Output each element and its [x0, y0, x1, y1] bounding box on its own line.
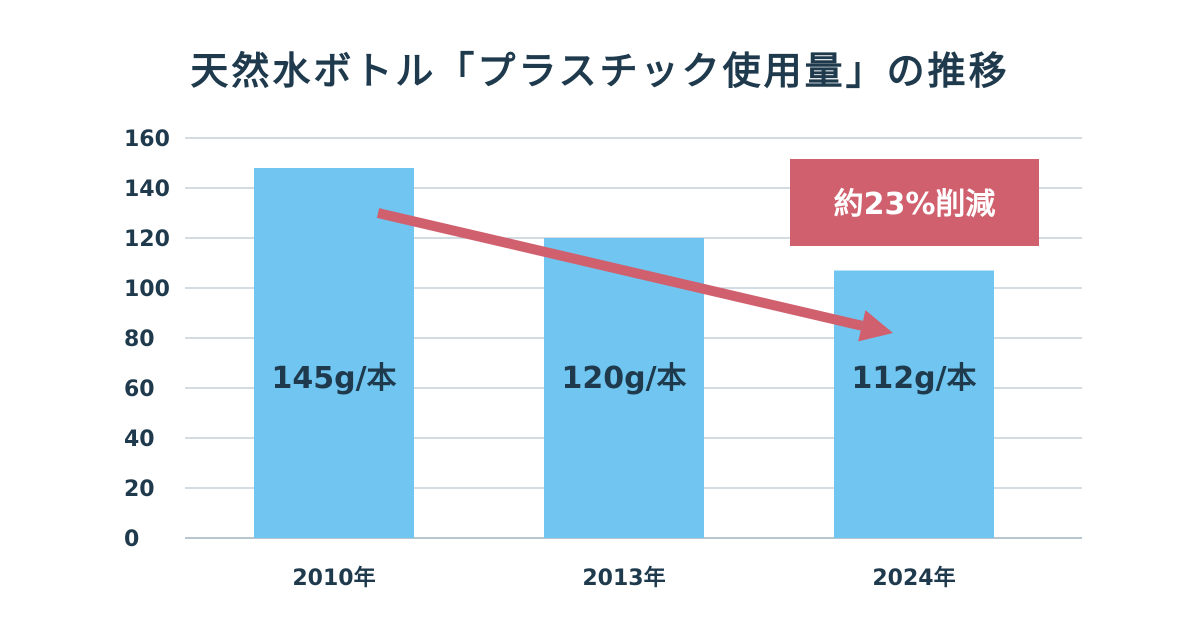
y-tick-label: 140	[124, 177, 170, 202]
reduction-callout: 約23%削減	[790, 159, 1039, 246]
y-tick-label: 60	[124, 377, 155, 402]
chart-title: 天然水ボトル「プラスチック使用量」の推移	[190, 49, 1010, 93]
y-tick-label: 80	[124, 327, 155, 352]
arrow-head	[858, 310, 893, 342]
bar	[544, 238, 704, 538]
arrow-shaft	[376, 208, 863, 331]
bar	[254, 168, 414, 538]
data-label: 112g/本	[851, 361, 976, 396]
x-tick-label: 2013年	[582, 565, 665, 591]
callout-box	[790, 159, 1039, 246]
y-tick-label: 20	[124, 477, 155, 502]
callout-text: 約23%削減	[834, 187, 996, 222]
data-label: 145g/本	[271, 361, 396, 396]
y-tick-label: 0	[124, 527, 139, 552]
y-tick-label: 160	[124, 127, 170, 152]
data-labels: 145g/本 120g/本 112g/本	[271, 361, 976, 396]
y-tick-label: 40	[124, 427, 155, 452]
x-tick-label: 2024年	[872, 565, 955, 591]
trend-arrow	[376, 208, 893, 342]
bar	[834, 270, 994, 538]
x-tick-label: 2010年	[292, 565, 375, 591]
data-label: 120g/本	[561, 361, 686, 396]
y-axis-ticks: 0 20 40 60 80 100 120 140 160	[124, 127, 170, 552]
x-axis-ticks: 2010年 2013年 2024年	[292, 565, 955, 591]
y-tick-label: 100	[124, 277, 170, 302]
y-tick-label: 120	[124, 227, 170, 252]
bars	[254, 168, 994, 538]
